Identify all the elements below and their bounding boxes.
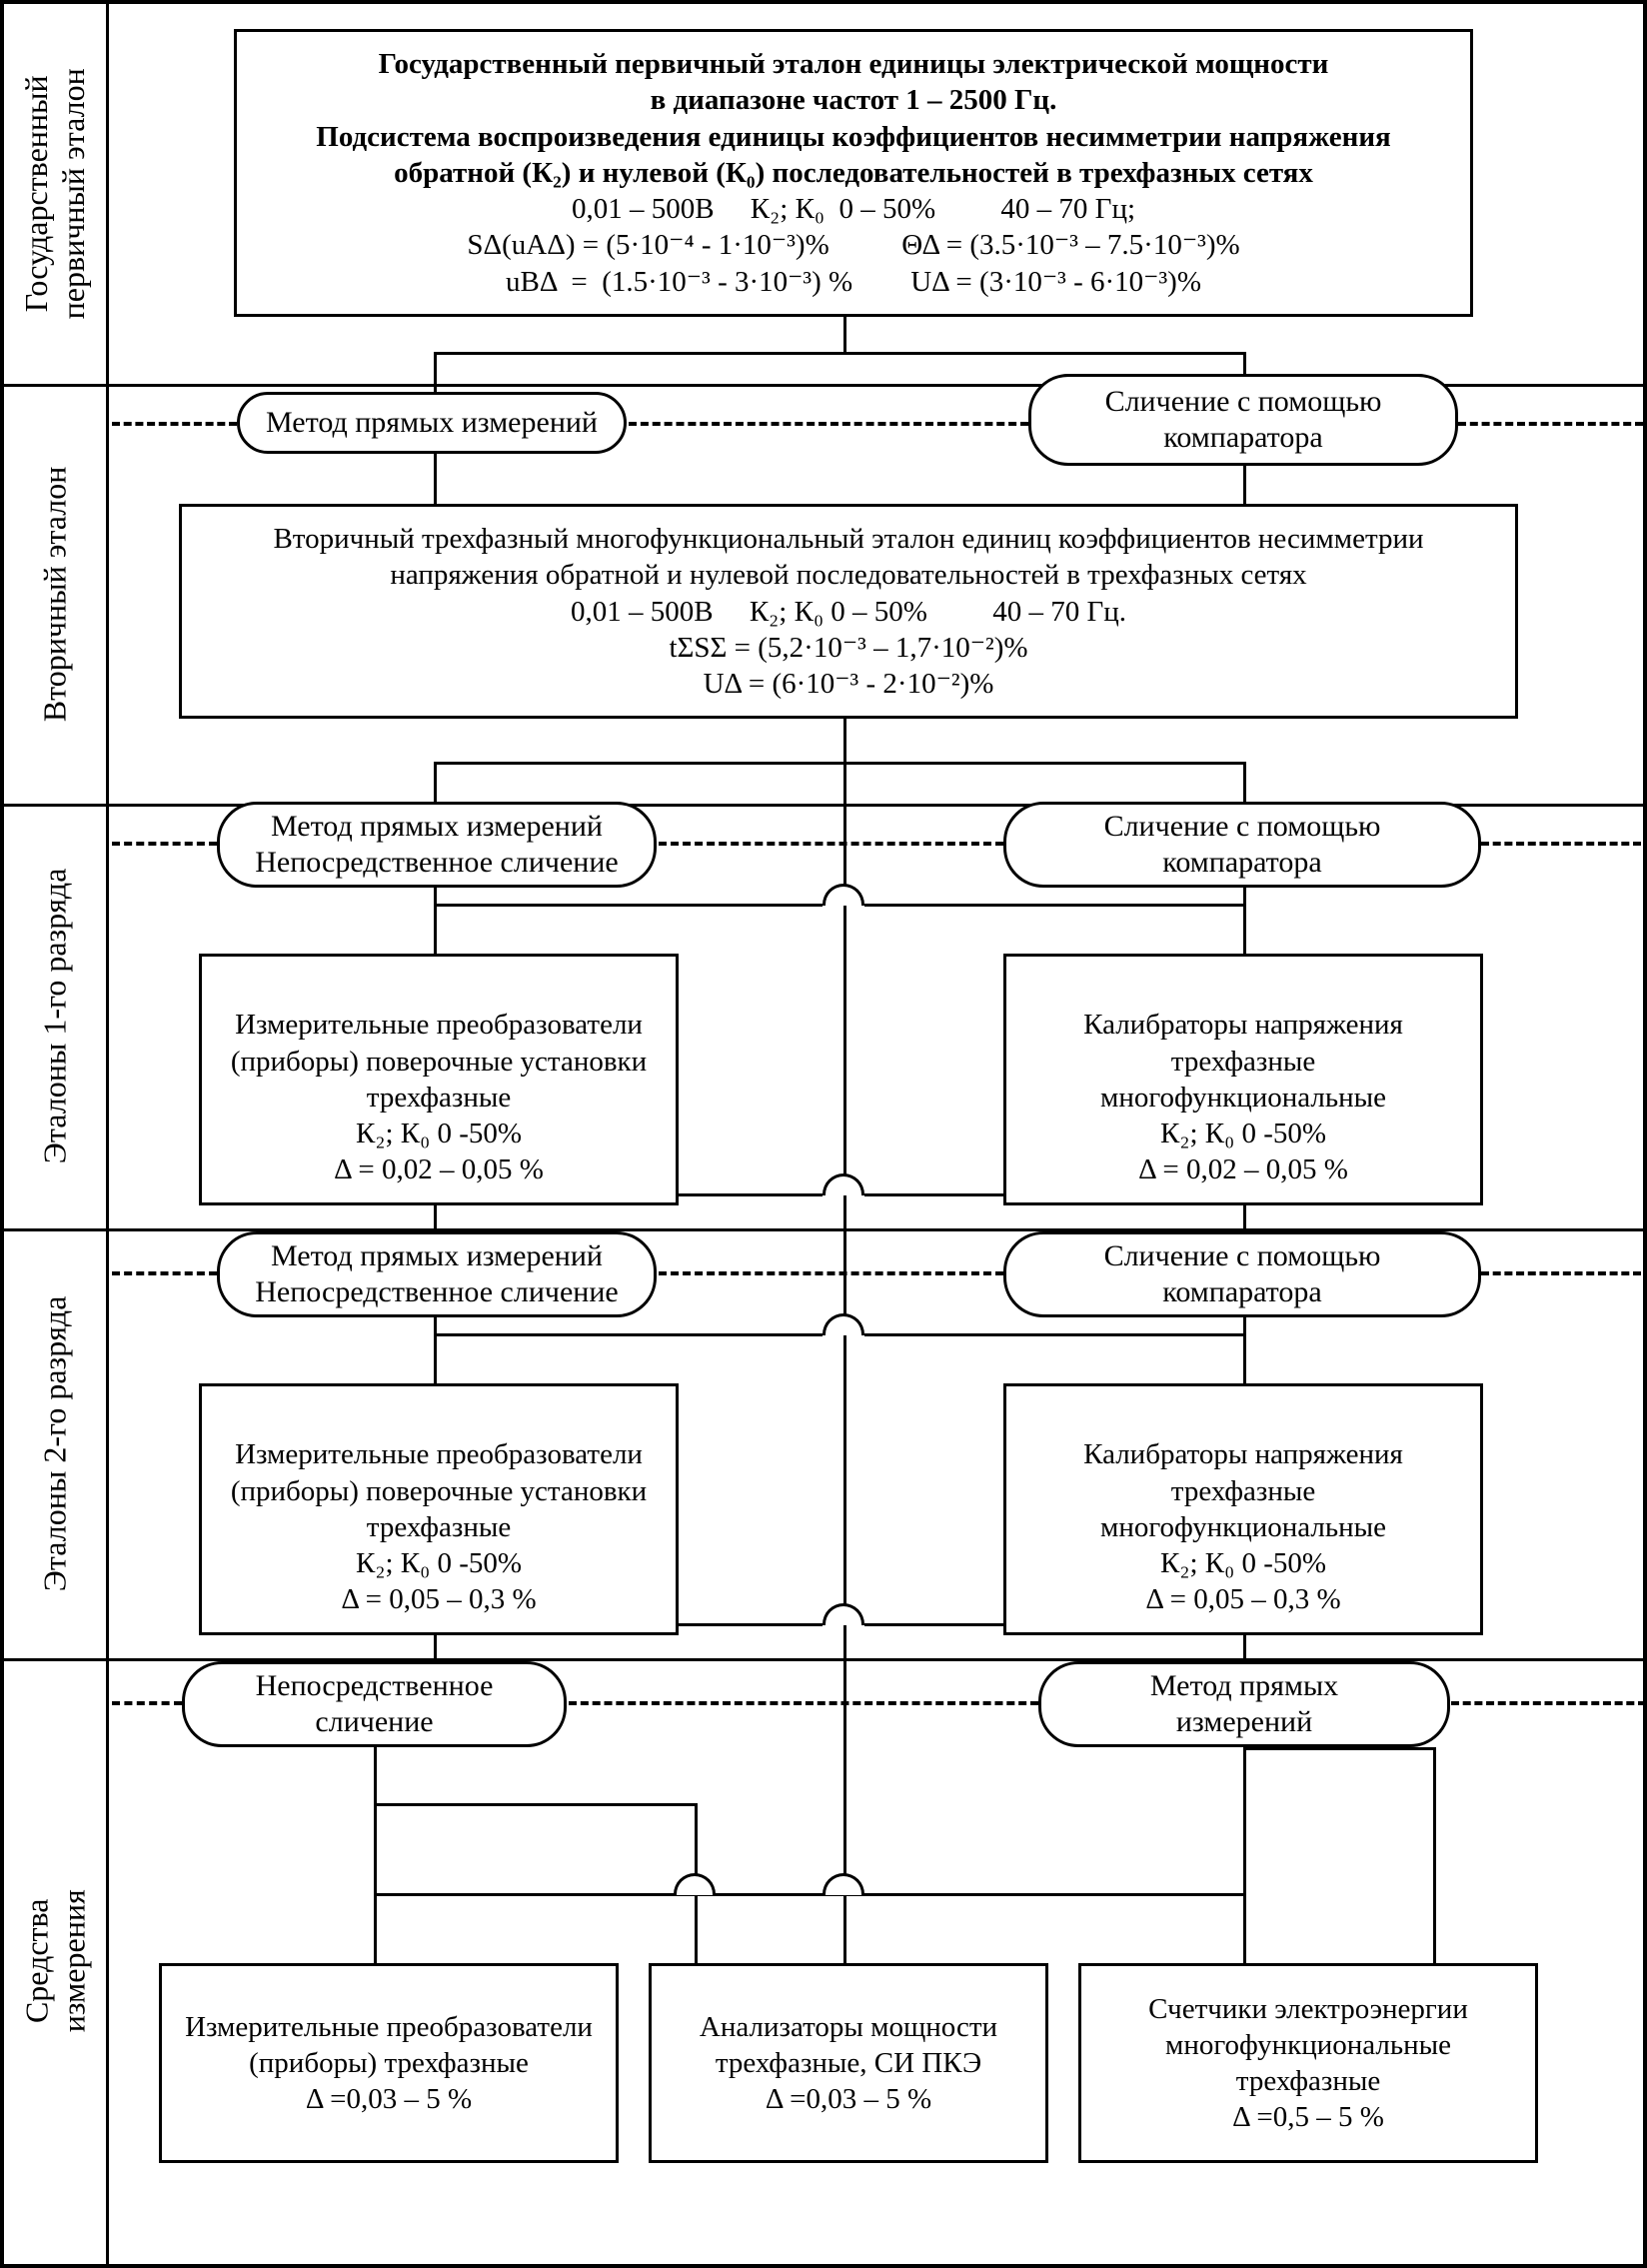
conn-r3b-rv (1243, 1317, 1246, 1387)
pill-method-direct-1-text: Метод прямых измерений (266, 405, 598, 441)
secondary-standard-box: Вторичный трехфазный многофункциональный… (179, 504, 1518, 719)
conn-final-bus-h (374, 1893, 1243, 1896)
dash-2-right (1481, 842, 1641, 846)
primary-title-1: Государственный первичный эталон единицы… (257, 46, 1450, 82)
row-label-5: Средства измерения (4, 1658, 109, 2264)
dash-3-right (1481, 1271, 1641, 1275)
row-label-3: Эталоны 1-го разряда (4, 804, 109, 1228)
conn-final-drop-2 (843, 1893, 846, 1967)
row-label-4: Эталоны 2-го разряда (4, 1228, 109, 1658)
pill-comparator-1-text: Сличение с помощью компаратора (1105, 384, 1382, 456)
dash-2-left (112, 842, 217, 846)
pill-method-direct-2: Метод прямых измерений Непосредственное … (217, 802, 657, 888)
box-calibrators-1-text: Калибраторы напряжения трехфазные многоф… (1083, 1009, 1403, 1185)
box-transducers-3-text: Измерительные преобразователи (приборы) … (185, 2009, 593, 2118)
primary-line-2: SΔ(uAΔ) = (5·10⁻⁴ - 1·10⁻³)% ΘΔ = (3.5·1… (257, 227, 1450, 263)
box-meters-text: Счетчики электроэнергии многофункциональ… (1148, 1991, 1468, 2136)
pill-comparator-2: Сличение с помощью компаратора (1003, 802, 1481, 888)
pill-comparator-3-text: Сличение с помощью компаратора (1104, 1238, 1381, 1310)
bridge-5 (823, 1873, 864, 1895)
conn-r2-h-left (434, 904, 823, 907)
box-calibrators-2: Калибраторы напряжения трехфазные многоф… (1003, 1383, 1483, 1635)
bridge-3 (823, 1313, 864, 1335)
pill-direct-compare: Непосредственное сличение (182, 1661, 567, 1747)
secondary-t1: Вторичный трехфазный многофункциональный… (202, 521, 1495, 557)
bridge-4 (823, 1603, 864, 1625)
conn-r3b-lv (434, 1317, 437, 1387)
bridge-6 (674, 1873, 716, 1895)
conn-r3b-h-left (434, 1333, 823, 1336)
conn-pill1a-v (434, 454, 437, 504)
secondary-l1: 0,01 – 500В К₂; К₀ 0 – 50% 40 – 70 Гц. (202, 594, 1495, 630)
secondary-l3: UΔ = (6·10⁻³ - 2·10⁻²)% (202, 666, 1495, 702)
row-label-4-text: Эталоны 2-го разряда (37, 1295, 74, 1591)
box-transducers-3: Измерительные преобразователи (приборы) … (159, 1963, 619, 2163)
box-analyzers: Анализаторы мощности трехфазные, СИ ПКЭ … (649, 1963, 1048, 2163)
dash-4-right (1451, 1701, 1646, 1705)
box-transducers-1: Измерительные преобразователи (приборы) … (199, 954, 679, 1205)
conn-r2-lv (434, 888, 437, 958)
pill-method-direct-4: Метод прямых измерений (1038, 1661, 1450, 1747)
bridge-1 (823, 884, 864, 906)
dash-2-mid (659, 842, 1003, 846)
row-label-3-text: Эталоны 1-го разряда (37, 869, 74, 1164)
primary-title-2: в диапазоне частот 1 – 2500 Гц. (257, 82, 1450, 118)
box-calibrators-1: Калибраторы напряжения трехфазные многоф… (1003, 954, 1483, 1205)
primary-standard-box: Государственный первичный эталон единицы… (234, 29, 1473, 317)
diagram-page: Государственный первичный эталон Вторичн… (0, 0, 1647, 2268)
pill-comparator-1: Сличение с помощью компаратора (1028, 374, 1458, 466)
dash-1-left (112, 422, 237, 426)
conn-r3b-h-right (864, 1333, 1243, 1336)
dash-1-mid (629, 422, 1028, 426)
box-meters: Счетчики электроэнергии многофункциональ… (1078, 1963, 1538, 2163)
pill-method-direct-3-text: Метод прямых измерений Непосредственное … (255, 1238, 618, 1310)
row-label-2: Вторичный эталон (4, 384, 109, 804)
conn-top-center-v (843, 314, 846, 354)
conn-r2-rv (1243, 888, 1246, 958)
conn-top-h (434, 352, 1243, 355)
secondary-t2: напряжения обратной и нулевой последоват… (202, 557, 1495, 593)
bridge-2 (823, 1173, 864, 1195)
conn-final-drop-1 (374, 1893, 377, 1967)
conn-mid-extra-h (374, 1803, 695, 1806)
pill-method-direct-2-text: Метод прямых измерений Непосредственное … (255, 809, 618, 881)
row-label-1: Государственный первичный эталон (4, 4, 109, 384)
row-label-5-text: Средства измерения (18, 1890, 92, 2033)
dash-3-left (112, 1271, 217, 1275)
pill-comparator-3: Сличение с помощью компаратора (1003, 1231, 1481, 1317)
primary-line-3: uBΔ = (1.5·10⁻³ - 3·10⁻³) % UΔ = (3·10⁻³… (257, 264, 1450, 300)
dash-4-left (112, 1701, 182, 1705)
pill-method-direct-4-text: Метод прямых измерений (1150, 1668, 1338, 1740)
row-label-2-text: Вторичный эталон (37, 466, 74, 722)
secondary-l2: tΣSΣ = (5,2·10⁻³ – 1,7·10⁻²)% (202, 630, 1495, 666)
box-transducers-2: Измерительные преобразователи (приборы) … (199, 1383, 679, 1635)
pill-comparator-2-text: Сличение с помощью компаратора (1104, 809, 1381, 881)
conn-sec-center-v (843, 719, 846, 764)
dash-3-mid (659, 1271, 1003, 1275)
dash-4-mid (569, 1701, 1038, 1705)
box-transducers-2-text: Измерительные преобразователи (приборы) … (231, 1438, 647, 1615)
conn-final-drop-3 (1243, 1893, 1246, 1967)
pill-method-direct-1: Метод прямых измерений (237, 392, 627, 454)
pill-method-direct-3: Метод прямых измерений Непосредственное … (217, 1231, 657, 1317)
conn-final-top-h (1243, 1747, 1433, 1750)
primary-line-1: 0,01 – 500В К₂; К₀ 0 – 50% 40 – 70 Гц; (257, 191, 1450, 227)
box-calibrators-2-text: Калибраторы напряжения трехфазные многоф… (1083, 1438, 1403, 1615)
box-transducers-1-text: Измерительные преобразователи (приборы) … (231, 1009, 647, 1185)
conn-pill1b-v (1243, 466, 1246, 504)
conn-final-drop-4 (1433, 1893, 1436, 1967)
conn-r2-h-right (864, 904, 1243, 907)
box-analyzers-text: Анализаторы мощности трехфазные, СИ ПКЭ … (700, 2009, 997, 2118)
primary-title-4: обратной (К₂) и нулевой (К₀) последовате… (257, 155, 1450, 191)
conn-sec-h (434, 762, 1243, 765)
dash-1-right (1458, 422, 1643, 426)
pill-direct-compare-text: Непосредственное сличение (256, 1668, 494, 1740)
row-label-1-text: Государственный первичный эталон (18, 68, 92, 319)
conn-final-r1v (1243, 1747, 1246, 1897)
primary-title-3: Подсистема воспроизведения единицы коэфф… (257, 119, 1450, 155)
